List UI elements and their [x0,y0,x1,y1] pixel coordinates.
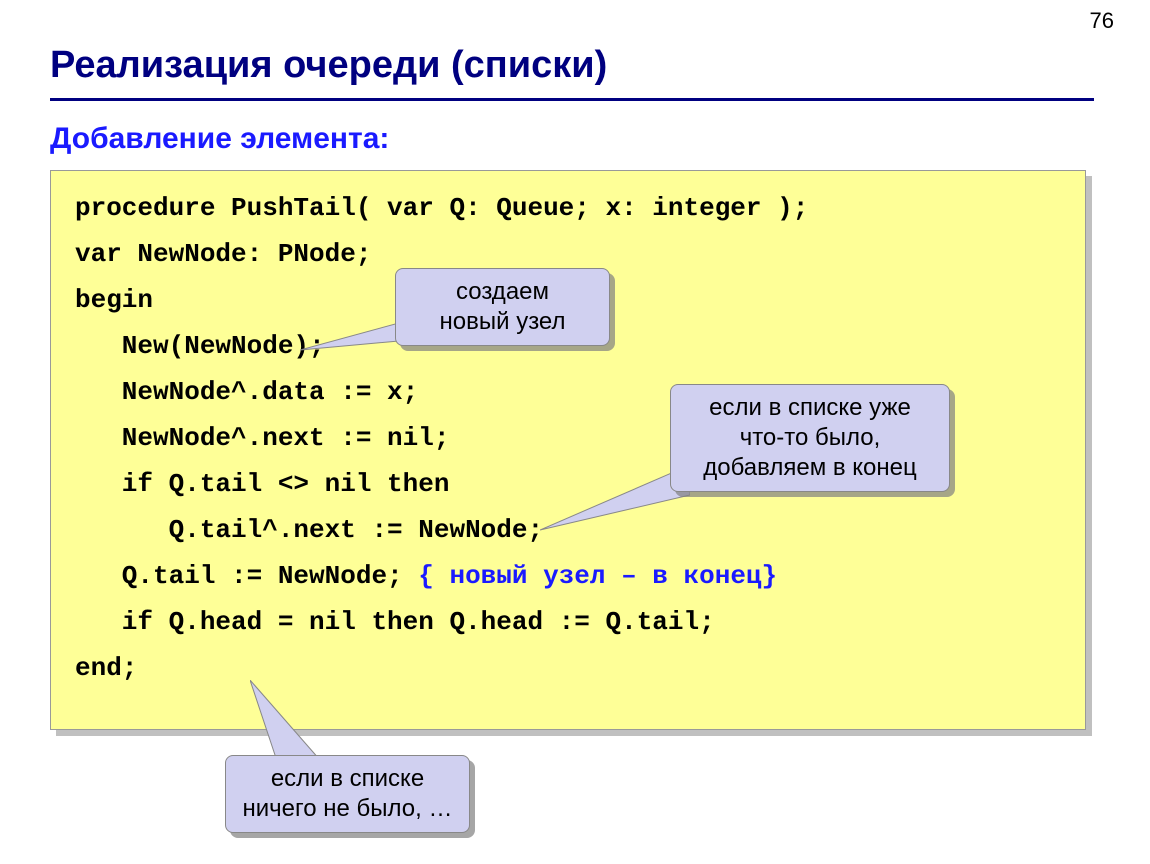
callout-3-line-1: если в списке [271,764,424,794]
code-line-11: end; [75,653,137,683]
callout-2-line-3: добавляем в конец [703,453,917,483]
callout-2-line-2: что-то было, [740,423,881,453]
code-line-8: Q.tail^.next := NewNode; [75,515,543,545]
subtitle: Добавление элемента: [50,122,389,156]
code-line-1: procedure PushTail( var Q: Queue; x: int… [75,193,808,223]
code-line-10: if Q.head = nil then Q.head := Q.tail; [75,607,715,637]
code-line-4: New(NewNode); [75,331,325,361]
slide-number: 76 [1090,8,1114,34]
callout-1-line-2: новый узел [440,307,566,337]
page-title: Реализация очереди (списки) [50,44,607,87]
callout-2-line-1: если в списке уже [709,393,911,423]
title-underline [50,98,1094,101]
code-line-7: if Q.tail <> nil then [75,469,449,499]
code-comment: { новый узел – в конец} [418,561,777,591]
callout-pointer-1 [300,310,410,360]
code-line-3: begin [75,285,153,315]
callout-1-line-1: создаем [456,277,549,307]
callout-create-node: создаем новый узел [395,268,610,346]
code-line-2: var NewNode: PNode; [75,239,371,269]
code-line-5: NewNode^.data := x; [75,377,418,407]
code-line-9a: Q.tail := NewNode; [75,561,418,591]
callout-add-to-end: если в списке уже что-то было, добавляем… [670,384,950,492]
callout-pointer-2 [540,460,690,540]
callout-3-line-2: ничего не было, … [243,794,453,824]
code-line-6: NewNode^.next := nil; [75,423,449,453]
callout-empty-list: если в списке ничего не было, … [225,755,470,833]
